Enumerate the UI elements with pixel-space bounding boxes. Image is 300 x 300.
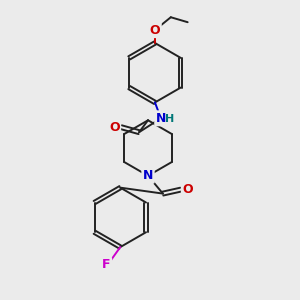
Text: O: O: [109, 121, 120, 134]
Text: H: H: [165, 114, 174, 124]
Text: O: O: [182, 183, 193, 196]
Text: N: N: [156, 112, 166, 125]
Text: F: F: [102, 258, 111, 272]
Text: O: O: [150, 24, 160, 37]
Text: N: N: [143, 169, 153, 182]
